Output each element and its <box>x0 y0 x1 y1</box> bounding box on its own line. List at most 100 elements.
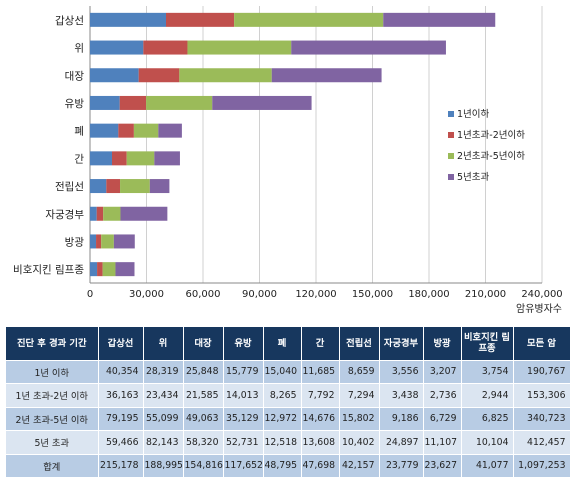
bar-segment <box>146 95 213 110</box>
table-cell: 8,265 <box>263 383 302 408</box>
y-tick-label: 간 <box>74 153 84 165</box>
table-cell: 188,995 <box>143 454 184 478</box>
x-tick-label: 90,000 <box>242 289 277 300</box>
table-cell: 35,129 <box>223 407 264 431</box>
bar-segment <box>154 151 180 166</box>
table-header-cell: 비호지킨 림프종 <box>461 327 514 361</box>
bar-segment <box>138 68 180 83</box>
table-cell: 25,848 <box>183 360 224 384</box>
bar-segment <box>115 262 135 277</box>
bar-segment <box>90 95 120 110</box>
table-header-cell: 방광 <box>423 327 462 361</box>
table-cell: 7,792 <box>301 383 340 408</box>
table-cell: 3,556 <box>379 360 424 384</box>
table-cell: 190,767 <box>513 360 571 384</box>
table-cell: 59,466 <box>98 430 144 455</box>
x-tick-label: 120,000 <box>295 289 336 300</box>
x-tick-label: 60,000 <box>186 289 221 300</box>
y-tick-label: 방광 <box>65 236 85 248</box>
table-cell: 6,729 <box>423 407 462 431</box>
table-cell: 3,438 <box>379 383 424 408</box>
table-cell: 1,097,253 <box>513 454 571 478</box>
bar-segment <box>120 206 168 221</box>
y-tick-label: 유방 <box>65 98 85 110</box>
table-header-cell: 폐 <box>263 327 302 361</box>
y-tick-label: 전립선 <box>55 180 84 193</box>
table-header-cell: 유방 <box>223 327 264 361</box>
x-tick-label: 30,000 <box>129 289 164 300</box>
table-cell: 12,972 <box>263 407 302 431</box>
bar-segment <box>97 262 103 277</box>
bar-segment <box>90 40 144 55</box>
bar-segment <box>112 151 127 166</box>
table-cell: 23,434 <box>143 383 184 408</box>
table-cell: 14,013 <box>223 383 264 408</box>
legend-label: 1년초과-2년이하 <box>457 129 525 141</box>
table-header-cell: 갑상선 <box>98 327 144 361</box>
row-label: 합계 <box>6 454 99 478</box>
bar-segment <box>106 179 121 194</box>
table-cell: 2,736 <box>423 383 462 408</box>
legend-swatch <box>448 153 454 159</box>
y-tick-label: 갑상선 <box>55 15 84 27</box>
data-table-container: 진단 후 경과 기간 갑상선 위 대장 유방 폐 간 전립선 자궁경부 방광 비호지킨 림프종 모든 … <box>6 327 571 478</box>
bar-segment <box>119 95 147 110</box>
y-tick-label: 위 <box>74 42 84 55</box>
table-cell: 6,825 <box>461 407 514 431</box>
table-cell: 21,585 <box>183 383 224 408</box>
bar-segment <box>90 151 113 166</box>
bar-segment <box>158 123 182 138</box>
table-cell: 10,104 <box>461 430 514 455</box>
table-cell: 82,143 <box>143 430 184 455</box>
table-cell: 12,518 <box>263 430 302 455</box>
table-cell: 28,319 <box>143 360 184 384</box>
bar-segment <box>90 68 139 83</box>
table-cell: 49,063 <box>183 407 224 431</box>
table-cell: 52,731 <box>223 430 264 455</box>
bar-segment <box>143 40 188 55</box>
table-cell: 23,779 <box>379 454 424 478</box>
bar-segment <box>234 12 384 27</box>
table-header-cell: 대장 <box>183 327 224 361</box>
table-cell: 13,608 <box>301 430 340 455</box>
table-body: 1년 이하 40,354 28,319 25,848 15,779 15,040 11,68… <box>6 360 571 478</box>
bar-segment <box>133 123 159 138</box>
legend-label: 1년이하 <box>457 108 490 120</box>
bar-segment <box>90 206 97 221</box>
table-cell: 412,457 <box>513 430 571 455</box>
table-header-row: 진단 후 경과 기간 갑상선 위 대장 유방 폐 간 전립선 자궁경부 방광 비호지킨 림프종 모든 … <box>6 327 571 361</box>
legend-swatch <box>448 132 454 138</box>
bar-segment <box>102 262 116 277</box>
table-cell: 3,754 <box>461 360 514 384</box>
table-cell: 8,659 <box>339 360 380 384</box>
bar-segment <box>179 68 272 83</box>
bar-segment <box>101 234 114 249</box>
table-cell: 47,698 <box>301 454 340 478</box>
bar-segment <box>166 12 235 27</box>
table-row: 2년 초과-5년 이하 79,195 55,099 49,063 35,129 12,97… <box>6 407 571 431</box>
x-tick-label: 180,000 <box>408 289 449 300</box>
table-cell: 41,077 <box>461 454 514 478</box>
y-tick-label: 폐 <box>74 126 84 138</box>
table-cell: 11,107 <box>423 430 462 455</box>
bar-segment <box>90 179 107 194</box>
table-cell: 153,306 <box>513 383 571 408</box>
x-tick-label: 240,000 <box>521 289 562 300</box>
row-label: 1년 이하 <box>6 360 99 384</box>
bar-segment <box>271 68 382 83</box>
table-cell: 9,186 <box>379 407 424 431</box>
row-label: 2년 초과-5년 이하 <box>6 407 99 431</box>
bar-segment <box>96 234 102 249</box>
y-tick-label: 대장 <box>65 70 85 82</box>
table-header-cell: 진단 후 경과 기간 <box>6 327 99 361</box>
bar-segment <box>212 95 312 110</box>
table-cell: 23,627 <box>423 454 462 478</box>
table-header-cell: 자궁경부 <box>379 327 424 361</box>
table-row: 합계 215,178 188,995 154,816 117,652 48,795 47,6… <box>6 454 571 478</box>
y-tick-label: 비호지킨 림프종 <box>13 264 84 276</box>
table-cell: 15,040 <box>263 360 302 384</box>
bar-segment <box>90 12 167 27</box>
table-header-cell: 간 <box>301 327 340 361</box>
bar-segment <box>120 179 150 194</box>
bar-segment <box>383 12 496 27</box>
